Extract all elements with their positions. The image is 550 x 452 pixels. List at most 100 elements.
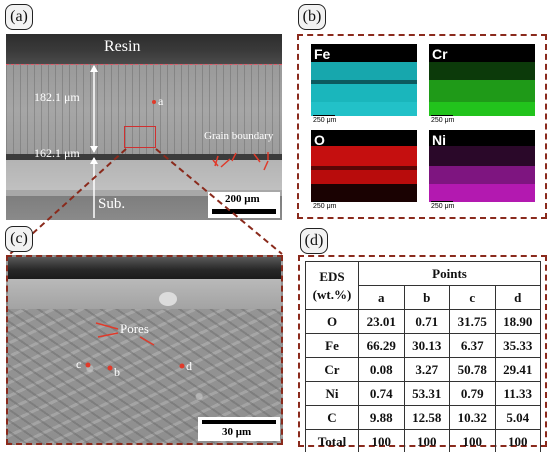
header-eds-label: EDS	[319, 268, 345, 284]
cell: 29.41	[494, 357, 541, 382]
ni-band-3	[429, 184, 535, 202]
row-label: Cr	[305, 357, 359, 382]
o-band-3	[311, 170, 417, 184]
particle	[159, 292, 177, 306]
point-c-label: c	[76, 357, 82, 371]
table-column-row: a b c d	[306, 285, 541, 310]
cell: 5.04	[494, 405, 541, 430]
header-wt-label: (wt.%)	[312, 286, 352, 302]
boundary-arrow	[214, 155, 219, 167]
point-a-marker	[152, 100, 156, 104]
o-scale-label: 250 μm	[313, 203, 337, 210]
fe-band-1	[311, 62, 417, 80]
panel-d-tag: (d)	[300, 228, 328, 254]
fe-label: Fe	[314, 46, 331, 62]
outer-layer-band	[8, 279, 281, 309]
cell: 35.33	[494, 333, 541, 358]
fe-scale-line	[313, 115, 335, 116]
substrate-label: Sub.	[98, 196, 126, 212]
scale-bar-a: 200 μm	[208, 192, 280, 218]
panel-b-eds-maps: Fe 250 μm Cr 250 μm O 250 μm Ni	[297, 34, 547, 219]
panel-b-tag: (b)	[298, 4, 326, 30]
col-d: d	[494, 285, 541, 310]
cr-scale-label: 250 μm	[431, 117, 455, 124]
panel-c-sem-zoom: Pores c b d 30 μm	[6, 255, 283, 445]
resin-layer	[6, 34, 282, 64]
cell: 3.27	[403, 357, 450, 382]
o-map: O	[311, 130, 417, 202]
row-label: Ni	[305, 381, 359, 406]
arrowhead-icon	[90, 65, 98, 72]
outer-oxide-layer	[6, 65, 282, 155]
inner-oxide-layer	[6, 160, 282, 190]
scale-line-a	[212, 209, 276, 214]
cell: 53.31	[403, 381, 450, 406]
interface-band	[6, 154, 282, 160]
pores-label: Pores	[120, 321, 149, 336]
point-d-marker	[179, 363, 185, 369]
cell: 10.32	[449, 405, 496, 430]
o-band-1	[311, 146, 417, 166]
point-c-marker	[85, 362, 91, 368]
arrowhead-icon	[90, 157, 98, 164]
boundary-arrow	[263, 160, 269, 171]
scale-bar-c: 30 μm	[198, 417, 280, 441]
cell: 0.71	[403, 309, 450, 334]
boundary-arrow	[231, 152, 237, 162]
cell: 18.90	[494, 309, 541, 334]
col-c: c	[449, 285, 496, 310]
point-b-label: b	[114, 365, 120, 379]
arrowhead-icon	[90, 146, 98, 153]
panel-c-overlay	[85, 292, 185, 371]
boundary-arrow	[220, 158, 231, 168]
cr-band-3	[429, 102, 535, 116]
table-row: Fe 66.29 30.13 6.37 35.33	[305, 333, 541, 358]
bottom-thickness-label: 162.1 μm	[34, 146, 80, 160]
panel-a-overlay	[90, 65, 269, 218]
point-b-marker	[107, 365, 113, 371]
panel-c-tag: (c)	[5, 226, 33, 252]
eds-table: EDS (wt.%) Points a b c d O 23.01 0.71 3…	[305, 261, 541, 452]
cell: 11.33	[494, 381, 541, 406]
header-points: Points	[358, 261, 541, 286]
resin-label: Resin	[104, 38, 141, 55]
grain-boundary-label: Grain boundary	[204, 130, 274, 142]
cr-label: Cr	[432, 46, 448, 62]
scale-label-c: 30 μm	[222, 426, 252, 438]
boundary-arrow	[253, 153, 261, 163]
row-label: Fe	[305, 333, 359, 358]
pore-arrow	[95, 322, 119, 330]
connector-right	[155, 148, 283, 255]
scale-label-a: 200 μm	[225, 193, 260, 205]
cell: 6.37	[449, 333, 496, 358]
table-header-row: EDS (wt.%) Points	[305, 261, 541, 310]
boundary-arrow	[212, 159, 219, 167]
row-label: Total	[305, 429, 359, 452]
ni-label: Ni	[432, 132, 446, 148]
ni-band-2	[429, 166, 535, 184]
table-row: Ni 0.74 53.31 0.79 11.33	[305, 381, 541, 406]
scale-line-c	[202, 420, 276, 424]
pore-arrow	[139, 336, 155, 346]
o-label: O	[314, 132, 325, 148]
table-row: C 9.88 12.58 10.32 5.04	[305, 405, 541, 430]
cell: 23.01	[358, 309, 405, 334]
panel-a-sem-image: Resin 182.1 μm 162.1 μm a Grain boundary…	[6, 34, 282, 220]
cell: 50.78	[449, 357, 496, 382]
cell: 0.79	[449, 381, 496, 406]
panel-d-eds-table: EDS (wt.%) Points a b c d O 23.01 0.71 3…	[298, 255, 547, 452]
zoom-region-box	[124, 126, 156, 148]
cell: 100	[358, 429, 405, 452]
o-band-2	[311, 166, 417, 170]
fe-band-3	[311, 84, 417, 102]
cr-map: Cr	[429, 44, 535, 116]
cell: 9.88	[358, 405, 405, 430]
cell: 0.08	[358, 357, 405, 382]
point-a-label: a	[158, 94, 164, 108]
ni-map: Ni	[429, 130, 535, 202]
top-thickness-label: 182.1 μm	[34, 90, 80, 104]
col-a: a	[358, 285, 405, 310]
pore-arrow	[97, 332, 119, 338]
cell: 66.29	[358, 333, 405, 358]
